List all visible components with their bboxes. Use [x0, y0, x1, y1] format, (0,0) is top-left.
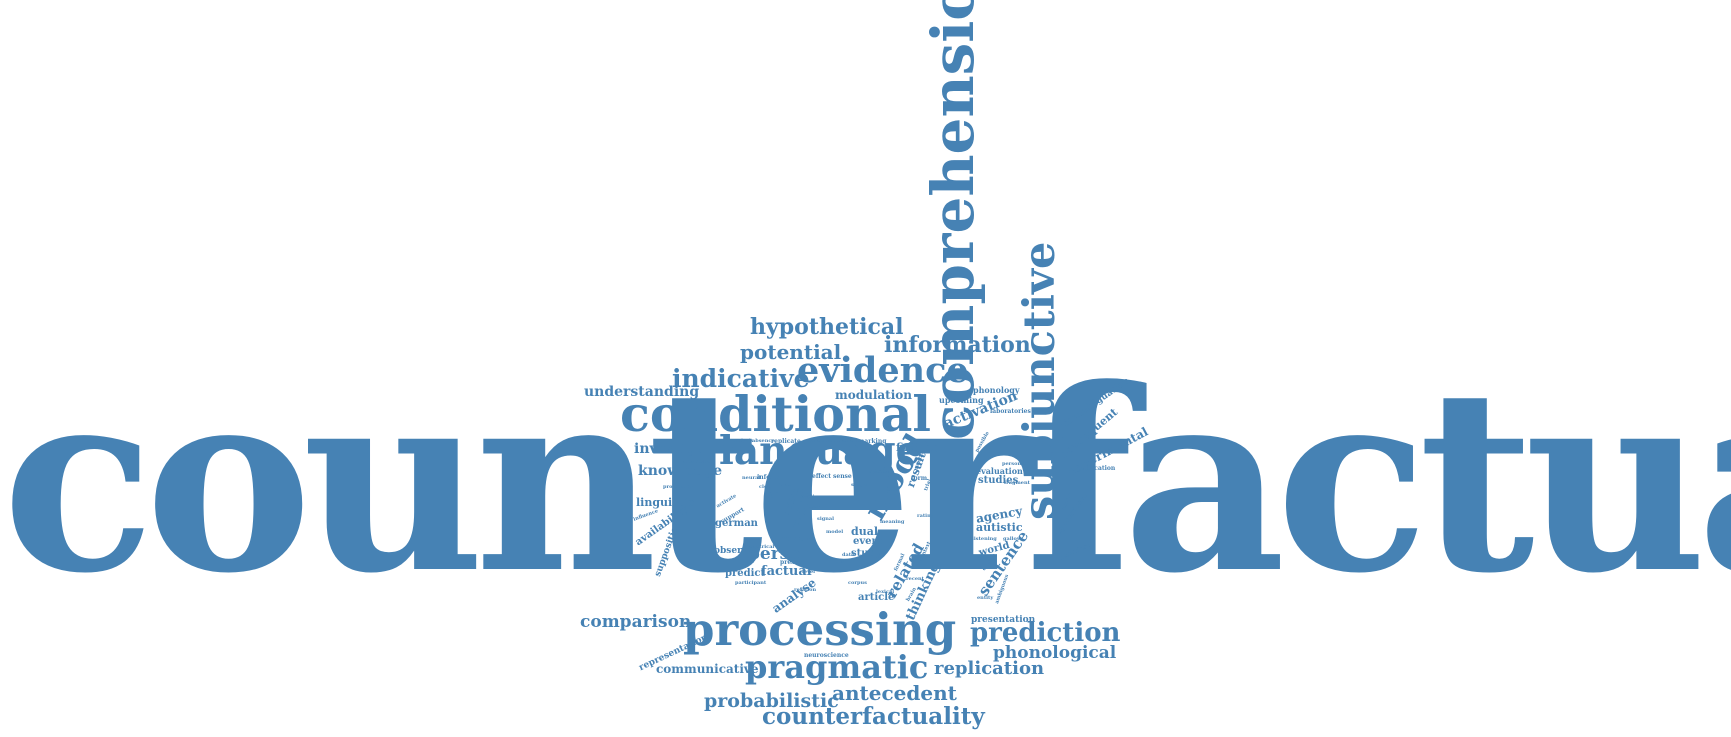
cloud-word: neuroscience [804, 652, 849, 659]
cloud-word: factual [761, 564, 812, 579]
cloud-word: scale [830, 438, 845, 444]
cloud-word: language [719, 428, 921, 474]
cloud-word: clear [759, 484, 773, 490]
cloud-word: linguistic [636, 496, 695, 509]
cloud-word: autistic [976, 521, 1023, 534]
cloud-word: conditional [620, 385, 931, 443]
cloud-word: phonological [993, 643, 1117, 663]
cloud-word: dual [851, 525, 878, 538]
cloud-word: laboratories [990, 408, 1031, 415]
cloud-word: probabilistic [704, 690, 839, 712]
cloud-word: corpus [848, 580, 867, 586]
cloud-word: single [851, 482, 868, 488]
cloud-word: theme [843, 438, 861, 444]
cloud-word: model [826, 529, 844, 535]
cloud-word: whereas [808, 438, 831, 444]
cloud-word: antecedent [832, 681, 957, 705]
cloud-word: upcoming [939, 395, 984, 405]
cloud-word: modulation [835, 388, 912, 402]
cloud-word: german [715, 518, 758, 529]
cloud-word: investigation [634, 441, 737, 457]
cloud-word: hypothetical [750, 314, 904, 340]
cloud-word: form [911, 475, 928, 482]
cloud-word: lexical [876, 589, 895, 595]
cloud-word: replicate [771, 438, 801, 445]
cloud-word: person [748, 544, 813, 564]
cloud-word: entity [977, 595, 994, 601]
cloud-word: replication [934, 658, 1045, 679]
cloud-word: participant [735, 580, 767, 586]
cloud-word: cue [835, 559, 845, 565]
cloud-word: time [887, 487, 900, 493]
cloud-word: review [782, 533, 811, 543]
cloud-word: potential [740, 340, 842, 364]
cloud-word: observed [714, 546, 760, 556]
cloud-word: failure [767, 490, 797, 500]
cloud-word: prediction [970, 618, 1121, 648]
cloud-word: electrical [748, 544, 775, 550]
cloud-word: signal [817, 516, 834, 522]
cloud-word: rating [917, 513, 935, 519]
cloud-word: evidence [797, 350, 969, 391]
cloud-word: knowledge [638, 463, 722, 479]
cloud-word: sense [833, 473, 852, 480]
cloud-word: evaluation [976, 466, 1023, 476]
cloud-word: comparison [580, 612, 692, 632]
cloud-word: meaning [880, 519, 905, 525]
cloud-word: indicative [672, 364, 810, 393]
cloud-word: predict [725, 568, 766, 579]
cloud-word: probability [663, 484, 694, 490]
cloud-word: phonology [973, 385, 1020, 395]
cloud-word: subjunctive [1015, 241, 1065, 520]
cloud-word: expectation [682, 459, 715, 465]
cloud-word: task [809, 504, 821, 510]
cloud-word: absence [752, 438, 775, 444]
cloud-word: information [884, 332, 1031, 358]
cloud-word: studies [978, 475, 1019, 486]
cloud-word: counterfactual [2, 334, 1731, 629]
cloud-word: presentation [971, 615, 1036, 625]
cloud-word: personal [1002, 461, 1027, 467]
cloud-word: publication [1077, 465, 1116, 472]
cloud-word: recent [906, 576, 924, 582]
cloud-word: analysis [731, 438, 754, 444]
cloud-word: article [858, 592, 895, 603]
cloud-word: fragment [1004, 480, 1030, 486]
cloud-word: relation [794, 587, 817, 593]
cloud-word: inform [757, 474, 780, 481]
cloud-word: finding [896, 441, 940, 454]
cloud-word: event [853, 536, 884, 547]
cloud-word: pragmatic [745, 648, 929, 686]
cloud-word: data [842, 552, 855, 558]
cloud-word: communicative [656, 662, 759, 676]
cloud-word: speaker [869, 469, 892, 475]
cloud-word: understanding [584, 384, 700, 400]
cloud-word: reading [800, 494, 822, 500]
cloud-word: counterfactuality [762, 703, 985, 730]
cloud-word: marking [858, 438, 887, 445]
cloud-word: present [780, 559, 806, 566]
cloud-word: processing [683, 603, 957, 656]
cloud-word: effect [812, 473, 831, 480]
cloud-word: direct [776, 482, 793, 488]
cloud-word: listening [972, 536, 997, 542]
cloud-word: gallow [1003, 536, 1022, 542]
cloud-word: level [802, 569, 816, 575]
cloud-word: neural [742, 475, 761, 481]
cloud-word: study [851, 548, 882, 559]
